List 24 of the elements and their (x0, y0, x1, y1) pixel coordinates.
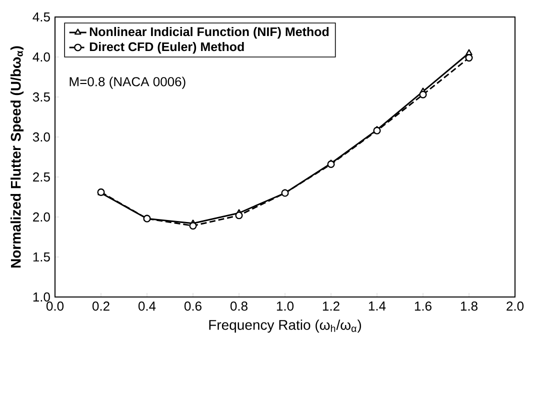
x-tick-label: 0.2 (92, 302, 110, 311)
y-tick-label: 1.0 (33, 292, 50, 302)
x-tick-label: 0.8 (230, 302, 248, 311)
x-tick-label: 0.4 (138, 302, 156, 311)
y-tick-label: 4.5 (32, 12, 50, 22)
x-tick-label: 1.2 (322, 302, 340, 311)
y-axis-title: Normalized Flutter Speed (U/bω$_{α}$) (10, 46, 24, 268)
x-tick-label: 1.4 (368, 302, 386, 310)
x-axis-title: Frequency Ratio (ω$_{h}$/ω$_{α}$) (209, 320, 362, 333)
x-tick-label: 1.0 (276, 302, 294, 311)
annotation: M=0.8 (NACA 0006) (70, 76, 186, 89)
legend-label: Nonlinear Indicial Function (NIF) Method (90, 26, 329, 39)
legend-label: Direct CFD (Euler) Method (90, 42, 244, 54)
x-tick-label: 1.8 (460, 302, 478, 311)
x-tick-label: 1.6 (414, 302, 432, 311)
y-tick-label: 2.0 (33, 212, 50, 222)
x-tick-label: 0.0 (46, 302, 64, 311)
y-tick-label: 4.0 (32, 52, 50, 62)
x-tick-label: 2.0 (506, 302, 524, 311)
y-tick-label: 3.5 (32, 92, 50, 102)
x-tick-label: 0.6 (184, 302, 202, 311)
y-tick-label: 2.5 (33, 172, 50, 182)
y-tick-label: 3.0 (32, 132, 50, 142)
y-tick-label: 1.5 (33, 252, 50, 262)
